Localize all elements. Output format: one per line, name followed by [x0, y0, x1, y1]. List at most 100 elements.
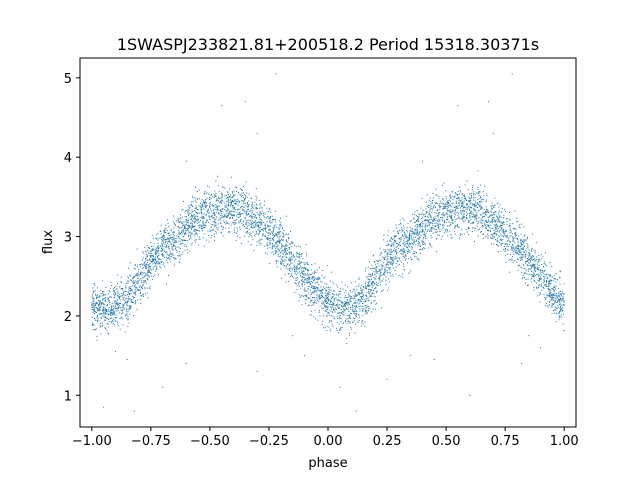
data-point — [214, 203, 216, 205]
data-point — [223, 216, 224, 218]
data-point — [239, 226, 241, 228]
data-point — [140, 271, 142, 273]
data-point — [113, 311, 115, 313]
data-point — [320, 290, 321, 292]
data-point — [325, 295, 326, 297]
data-point — [190, 222, 192, 224]
data-point — [516, 238, 518, 240]
data-point — [528, 252, 530, 254]
data-point — [135, 301, 137, 303]
data-point — [548, 300, 550, 302]
data-point — [163, 237, 164, 239]
data-point — [188, 224, 190, 226]
data-point — [527, 284, 529, 286]
data-point — [238, 202, 240, 204]
data-point — [100, 289, 102, 291]
data-point — [121, 292, 123, 294]
data-point — [207, 209, 209, 211]
data-point — [134, 268, 136, 270]
data-point — [282, 256, 284, 258]
data-point — [512, 249, 513, 251]
data-point — [94, 306, 96, 308]
data-point — [296, 252, 298, 254]
data-point — [264, 225, 266, 227]
data-point — [244, 211, 246, 213]
data-point — [469, 212, 471, 214]
data-point — [321, 307, 323, 309]
data-point — [338, 317, 340, 319]
data-point — [384, 271, 386, 273]
data-point — [280, 247, 282, 249]
data-point — [304, 273, 306, 275]
data-point — [226, 222, 228, 224]
data-point — [127, 300, 129, 302]
data-point — [429, 245, 431, 246]
data-point — [172, 232, 174, 233]
data-point — [202, 237, 204, 239]
data-point — [532, 274, 533, 276]
data-point — [221, 194, 223, 196]
data-point — [144, 280, 146, 282]
data-point — [157, 245, 159, 247]
data-point — [393, 242, 395, 244]
data-point — [302, 273, 304, 275]
data-point — [96, 319, 98, 321]
data-point — [367, 266, 369, 268]
data-point — [173, 215, 174, 217]
data-point — [128, 286, 130, 288]
data-point — [191, 242, 193, 244]
data-point — [283, 233, 284, 235]
data-point — [403, 252, 405, 254]
data-point — [225, 210, 227, 212]
data-point — [138, 287, 140, 288]
data-point — [422, 248, 423, 250]
data-point — [480, 214, 482, 216]
data-point — [355, 299, 357, 301]
data-point — [540, 270, 542, 272]
data-point — [480, 231, 482, 233]
data-point — [209, 199, 210, 200]
data-point — [458, 217, 460, 219]
data-point — [115, 307, 117, 309]
data-point — [306, 262, 308, 263]
data-point — [343, 305, 344, 307]
data-point — [455, 202, 457, 204]
data-point — [541, 285, 542, 287]
data-point — [241, 192, 243, 194]
data-point — [442, 206, 444, 208]
data-point — [325, 309, 327, 311]
data-point — [282, 227, 284, 229]
data-point — [123, 290, 125, 292]
data-point — [417, 218, 419, 220]
data-point — [331, 300, 332, 302]
data-point — [301, 282, 303, 284]
data-point — [435, 207, 437, 209]
data-point — [357, 313, 359, 315]
data-point — [167, 257, 169, 259]
data-point — [407, 242, 408, 244]
data-point — [365, 307, 367, 309]
data-point — [519, 246, 521, 247]
data-point — [470, 197, 472, 199]
data-point — [177, 220, 179, 221]
data-point — [448, 202, 450, 204]
data-point — [405, 237, 407, 239]
data-point — [344, 292, 346, 294]
data-point — [106, 309, 108, 310]
data-point — [214, 190, 216, 192]
data-point — [376, 290, 378, 292]
data-point — [414, 211, 416, 213]
data-point — [137, 273, 138, 274]
data-point — [262, 234, 264, 236]
data-point — [173, 223, 175, 225]
data-point — [454, 216, 456, 218]
data-point — [169, 237, 171, 239]
data-point — [312, 281, 313, 283]
data-point — [455, 214, 456, 216]
data-point — [455, 218, 457, 220]
data-point — [284, 249, 286, 251]
data-point — [257, 225, 258, 227]
data-point — [150, 250, 151, 252]
data-point — [463, 233, 465, 235]
data-point — [112, 313, 113, 315]
